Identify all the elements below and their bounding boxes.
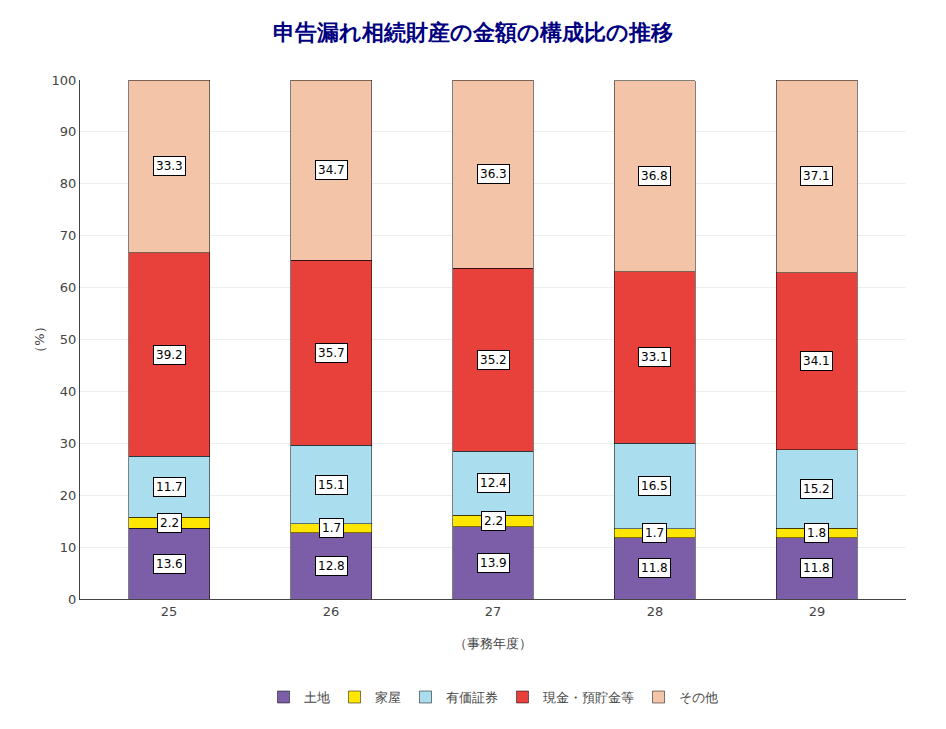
svg-text:30: 30 [60,436,77,451]
svg-text:36.3: 36.3 [480,167,507,181]
svg-text:2.2: 2.2 [160,516,179,530]
svg-text:11.7: 11.7 [156,480,183,494]
svg-text:1.8: 1.8 [807,526,826,540]
svg-text:33.1: 33.1 [641,350,668,364]
svg-text:29: 29 [809,604,826,619]
svg-text:申告漏れ相続財産の金額の構成比の推移: 申告漏れ相続財産の金額の構成比の推移 [273,20,673,45]
svg-text:（事務年度）: （事務年度） [454,636,532,651]
svg-text:その他: その他 [679,690,718,705]
svg-text:13.9: 13.9 [480,556,507,570]
svg-text:34.7: 34.7 [318,163,345,177]
svg-text:10: 10 [60,540,77,555]
svg-text:13.6: 13.6 [156,557,183,571]
svg-text:20: 20 [60,488,77,503]
svg-text:100: 100 [52,73,77,88]
svg-text:現金・預貯金等: 現金・預貯金等 [543,690,634,705]
svg-text:28: 28 [647,604,664,619]
svg-text:2.2: 2.2 [484,514,503,528]
svg-text:26: 26 [323,604,340,619]
svg-text:90: 90 [60,124,77,139]
svg-text:家屋: 家屋 [375,690,401,705]
svg-text:35.7: 35.7 [318,346,345,360]
svg-text:1.7: 1.7 [322,521,341,535]
svg-text:70: 70 [60,228,77,243]
svg-text:80: 80 [60,176,77,191]
svg-text:有価証券: 有価証券 [446,690,498,705]
svg-text:37.1: 37.1 [803,169,830,183]
svg-text:34.1: 34.1 [803,354,830,368]
svg-text:27: 27 [485,604,502,619]
svg-text:11.8: 11.8 [641,561,668,575]
svg-text:16.5: 16.5 [641,479,668,493]
svg-text:1.7: 1.7 [645,526,664,540]
svg-text:0: 0 [68,592,76,607]
svg-text:35.2: 35.2 [480,353,507,367]
svg-text:12.8: 12.8 [318,559,345,573]
svg-text:11.8: 11.8 [803,561,830,575]
svg-text:25: 25 [161,604,178,619]
svg-text:60: 60 [60,280,77,295]
svg-text:50: 50 [60,332,77,347]
svg-text:33.3: 33.3 [156,159,183,173]
svg-text:36.8: 36.8 [641,169,668,183]
svg-text:土地: 土地 [304,690,330,705]
svg-text:15.1: 15.1 [318,478,345,492]
svg-text:12.4: 12.4 [480,476,507,490]
svg-text:39.2: 39.2 [156,348,183,362]
svg-text:15.2: 15.2 [803,482,830,496]
svg-text:40: 40 [60,384,77,399]
svg-text:（%）: （%） [32,320,47,358]
